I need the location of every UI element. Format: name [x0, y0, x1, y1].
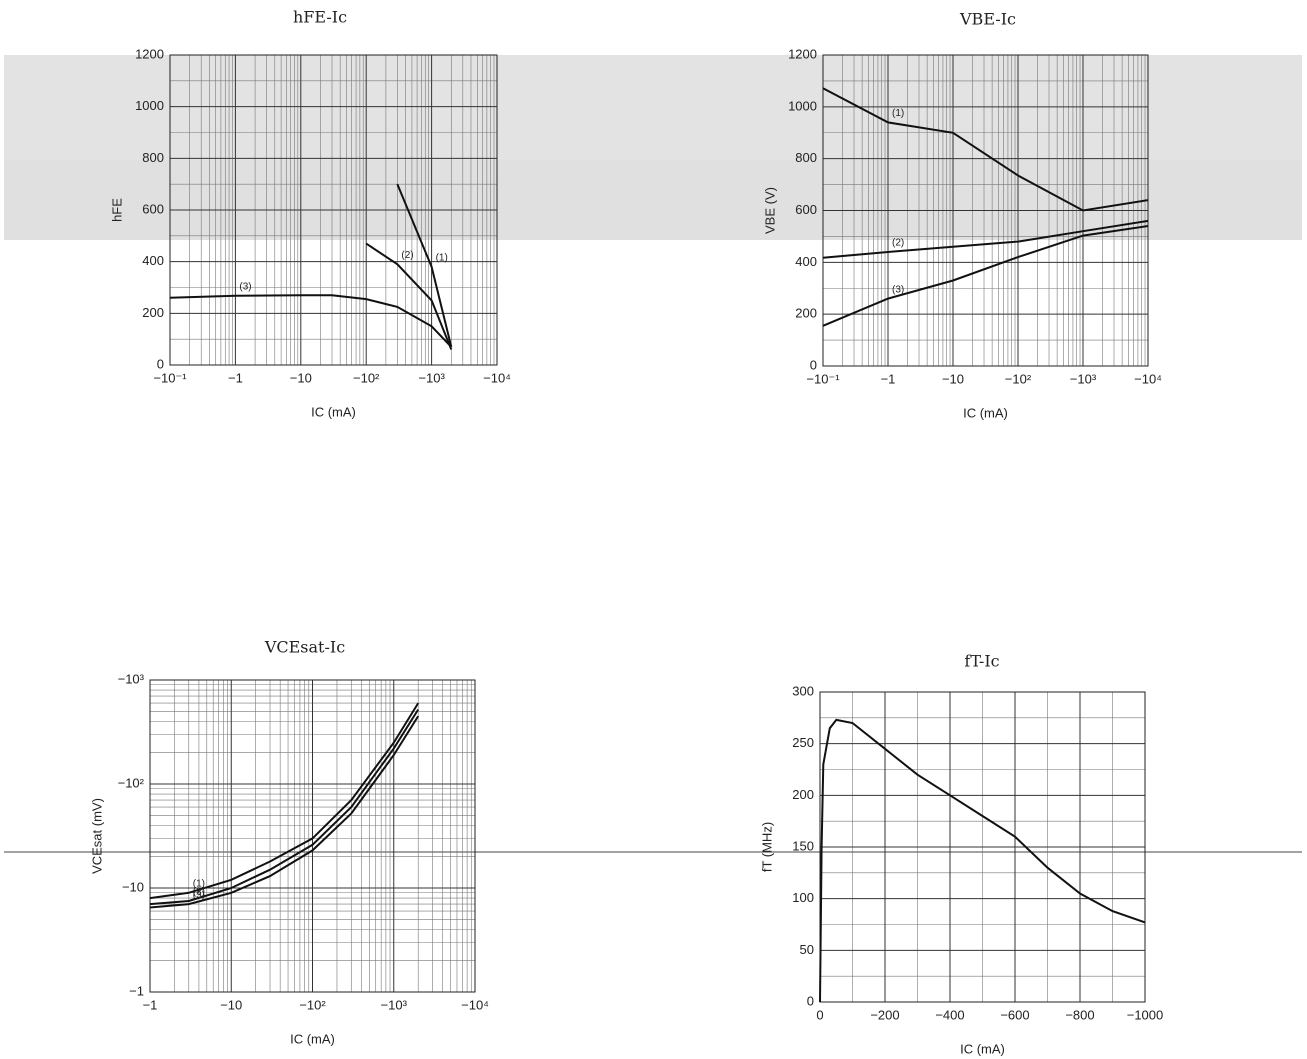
x-tick-label: −10²	[299, 997, 326, 1012]
x-tick-label: −10⁻¹	[806, 371, 840, 386]
x-tick-label: −10	[290, 370, 312, 385]
x-tick-label: −10⁻¹	[153, 370, 187, 385]
x-axis-label: IC (mA)	[960, 1041, 1005, 1056]
y-tick-label: 50	[800, 942, 814, 957]
x-tick-label: −800	[1065, 1007, 1094, 1022]
y-axis-label: VBE (V)	[762, 187, 777, 234]
x-tick-label: −10⁴	[1134, 371, 1162, 386]
y-tick-label: 800	[795, 150, 817, 165]
chart-title: fT-Ic	[964, 652, 999, 671]
x-tick-label: −10⁴	[483, 370, 511, 385]
x-tick-label: −1	[228, 370, 243, 385]
series-label: (3)	[193, 890, 205, 901]
x-axis-label: IC (mA)	[290, 1031, 335, 1046]
x-tick-label: −200	[870, 1007, 899, 1022]
x-axis-label: IC (mA)	[311, 404, 356, 419]
y-tick-label: 0	[157, 356, 164, 371]
y-axis-label: hFE	[109, 198, 124, 222]
x-tick-label: −600	[1000, 1007, 1029, 1022]
y-tick-label: 1200	[135, 46, 164, 61]
y-tick-label: 600	[795, 202, 817, 217]
y-tick-label: 1000	[788, 98, 817, 113]
y-tick-label: 600	[142, 201, 164, 216]
glitch-band	[4, 55, 1302, 160]
series-line	[150, 703, 418, 898]
series-label: (2)	[892, 238, 904, 249]
x-tick-label: −10²	[353, 370, 380, 385]
series-label: (3)	[239, 281, 251, 292]
y-tick-label: 200	[142, 305, 164, 320]
y-tick-label: −10	[122, 879, 144, 894]
y-tick-label: 0	[810, 357, 817, 372]
series-line	[823, 226, 1148, 326]
chart-title: hFE-Ic	[293, 8, 347, 27]
y-tick-label: 150	[792, 838, 814, 853]
y-tick-label: 1200	[788, 46, 817, 61]
x-tick-label: −10³	[381, 997, 408, 1012]
x-tick-label: −400	[935, 1007, 964, 1022]
x-tick-label: −10³	[418, 370, 445, 385]
y-tick-label: 800	[142, 150, 164, 165]
x-axis-label: IC (mA)	[963, 405, 1008, 420]
y-tick-label: 1000	[135, 98, 164, 113]
y-tick-label: 400	[142, 253, 164, 268]
y-axis-label: VCEsat (mV)	[89, 798, 104, 874]
series-label: (1)	[436, 252, 448, 263]
series-label: (3)	[892, 284, 904, 295]
y-tick-label: 400	[795, 254, 817, 269]
y-tick-label: 100	[792, 890, 814, 905]
y-tick-label: 250	[792, 735, 814, 750]
series-label: (1)	[892, 108, 904, 119]
x-tick-label: −1	[143, 997, 158, 1012]
x-tick-label: −10⁴	[461, 997, 489, 1012]
x-tick-label: −1	[881, 371, 896, 386]
y-tick-label: 200	[795, 306, 817, 321]
chart-title: VBE-Ic	[959, 10, 1016, 29]
x-tick-label: −10	[942, 371, 964, 386]
y-tick-label: −1	[129, 983, 144, 998]
chart-title: VCEsat-Ic	[264, 638, 345, 657]
x-tick-label: −10	[220, 997, 242, 1012]
x-tick-label: −10²	[1005, 371, 1032, 386]
x-tick-label: −10³	[1070, 371, 1097, 386]
x-tick-label: 0	[816, 1007, 823, 1022]
page: −10⁻¹−1−10−10²−10³−10⁴020040060080010001…	[0, 0, 1307, 1059]
y-tick-label: −10²	[118, 775, 145, 790]
y-tick-label: −10³	[118, 671, 145, 686]
x-tick-label: −1000	[1127, 1007, 1164, 1022]
y-tick-label: 300	[792, 683, 814, 698]
y-tick-label: 0	[807, 993, 814, 1008]
y-axis-label: fT (MHz)	[759, 822, 774, 872]
charts: −10⁻¹−1−10−10²−10³−10⁴020040060080010001…	[0, 0, 1307, 1059]
y-tick-label: 200	[792, 787, 814, 802]
series-line	[150, 716, 418, 907]
series-label: (2)	[401, 250, 413, 261]
